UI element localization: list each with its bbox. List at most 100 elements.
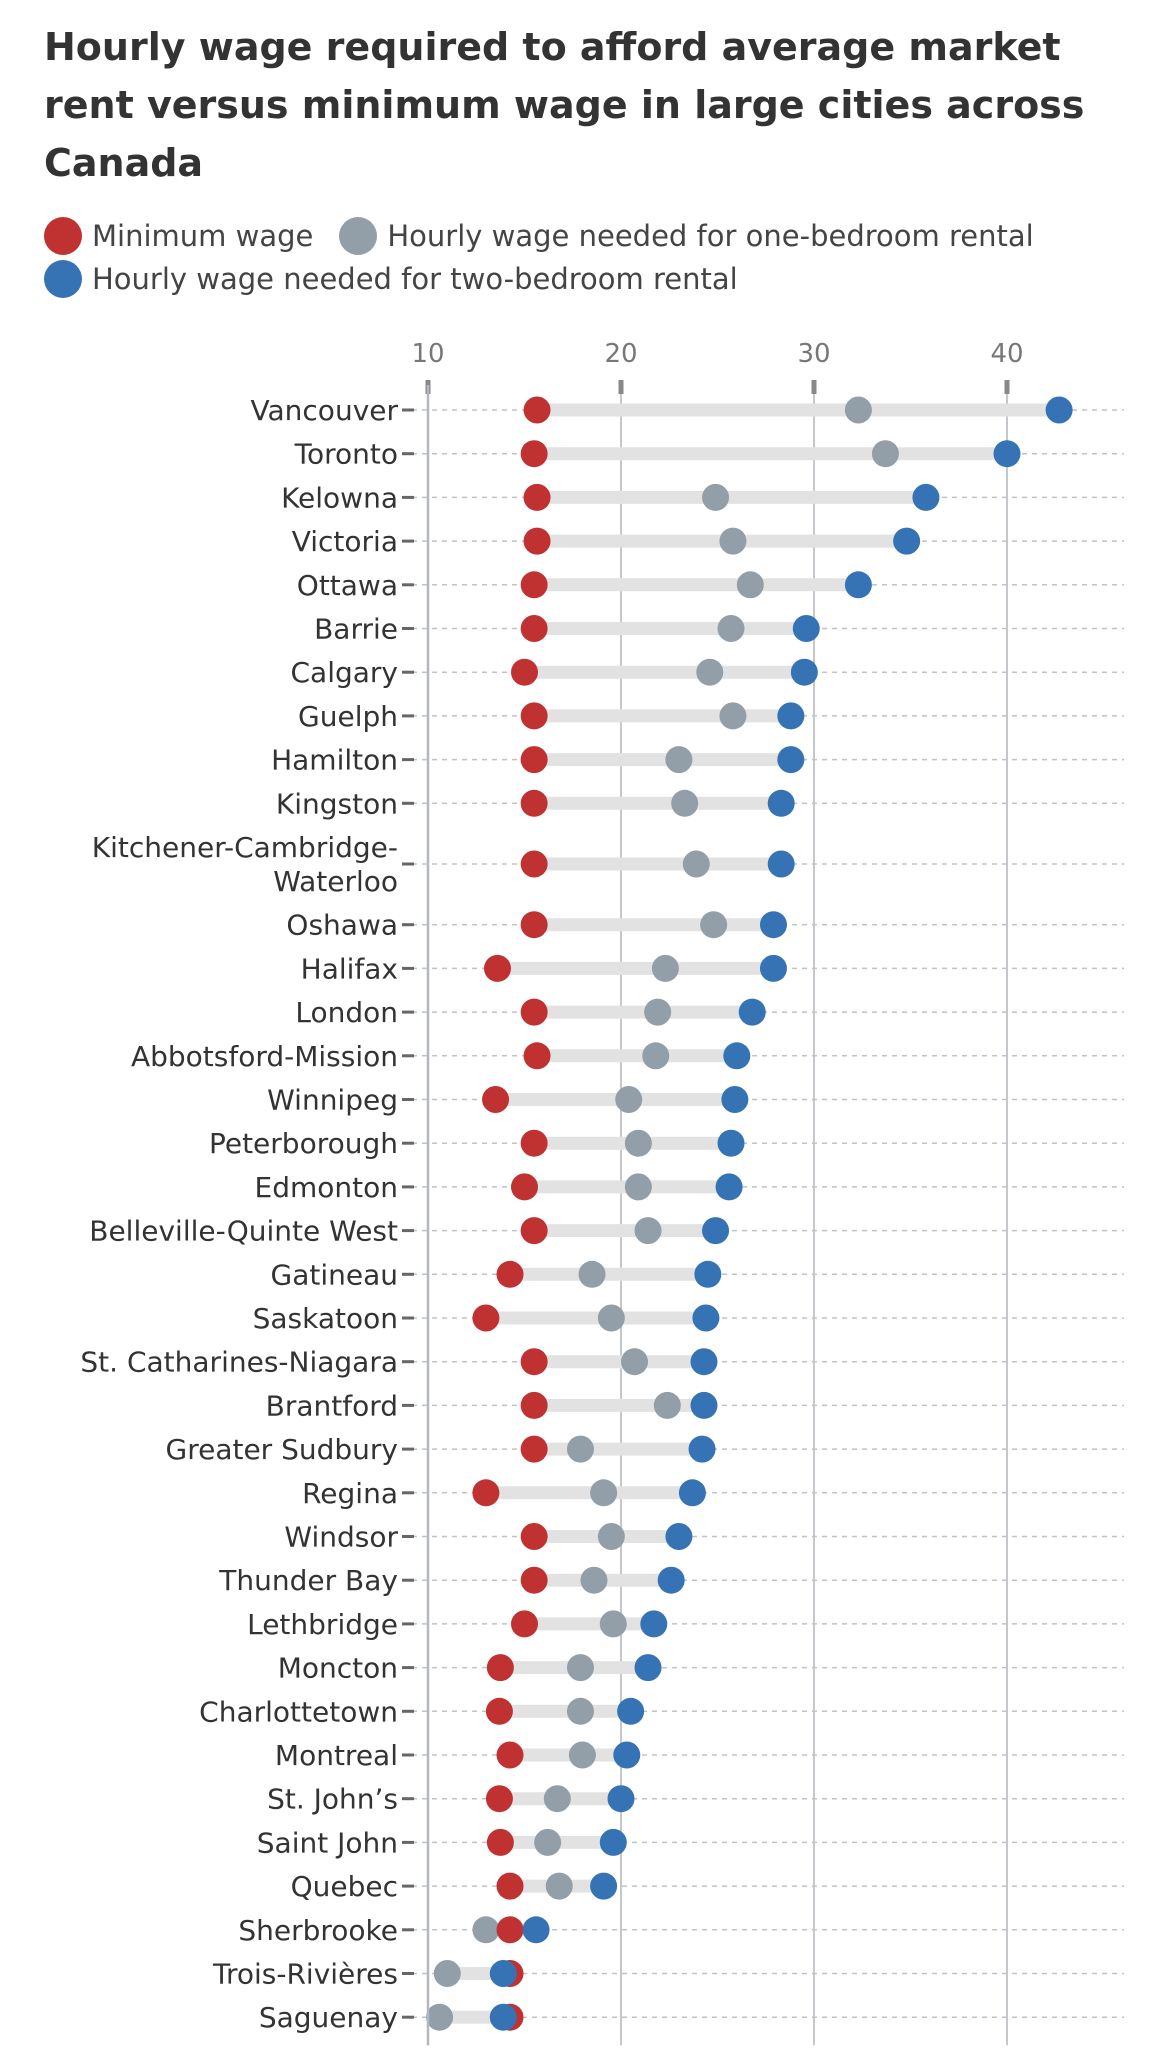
dot-one-bedroom-toronto xyxy=(871,440,899,468)
dot-two-bedroom-st-catharines-niagara xyxy=(690,1348,718,1376)
dot-one-bedroom-windsor xyxy=(597,1523,625,1550)
dot-one-bedroom-edmonton xyxy=(624,1173,652,1201)
dot-one-bedroom-saint-john xyxy=(534,1828,562,1856)
city-label-trois-rivi-res: Trois-Rivières xyxy=(212,1958,398,1991)
dot-minimum-wage-halifax xyxy=(483,954,511,982)
dot-two-bedroom-trois-rivi-res xyxy=(489,1960,517,1987)
city-label-st-catharines-niagara: St. Catharines-Niagara xyxy=(80,1346,398,1379)
dot-minimum-wage-toronto xyxy=(520,440,548,468)
dot-two-bedroom-thunder-bay xyxy=(657,1566,685,1594)
dot-minimum-wage-edmonton xyxy=(511,1173,538,1201)
legend-marker-one-bedroom xyxy=(339,216,378,255)
dot-two-bedroom-halifax xyxy=(759,954,787,982)
dot-one-bedroom-trois-rivi-res xyxy=(433,1960,461,1987)
city-label-saint-john: Saint John xyxy=(257,1826,398,1859)
legend-label-minimum-wage: Minimum wage xyxy=(92,218,314,253)
legend-item-minimum-wage: Minimum wage xyxy=(44,216,314,255)
dot-two-bedroom-oshawa xyxy=(759,911,787,939)
dot-minimum-wage-london xyxy=(520,998,548,1026)
city-label-greater-sudbury: Greater Sudbury xyxy=(166,1433,399,1466)
dot-one-bedroom-halifax xyxy=(651,954,679,982)
dot-minimum-wage-st-john-s xyxy=(485,1785,513,1813)
tick-mark-40 xyxy=(1004,380,1010,394)
dot-one-bedroom-sherbrooke xyxy=(472,1916,500,1944)
city-label-london: London xyxy=(295,996,398,1029)
city-label-halifax: Halifax xyxy=(301,952,398,985)
x-tick-label-30: 30 xyxy=(797,339,830,369)
dot-one-bedroom-peterborough xyxy=(624,1129,652,1157)
dot-two-bedroom-guelph xyxy=(777,702,805,730)
dot-minimum-wage-ottawa xyxy=(520,571,548,599)
dot-minimum-wage-guelph xyxy=(520,702,548,730)
dot-two-bedroom-quebec xyxy=(590,1872,618,1900)
dot-minimum-wage-abbotsford-mission xyxy=(523,1042,551,1070)
dot-minimum-wage-saint-john xyxy=(486,1828,514,1856)
dot-two-bedroom-kitchener-cambridge-waterloo xyxy=(767,850,795,878)
dot-one-bedroom-gatineau xyxy=(578,1260,606,1288)
city-label-saskatoon: Saskatoon xyxy=(253,1302,398,1335)
dot-one-bedroom-quebec xyxy=(545,1872,573,1900)
tick-mark-30 xyxy=(811,380,817,394)
dot-minimum-wage-montreal xyxy=(496,1741,524,1769)
dot-minimum-wage-winnipeg xyxy=(482,1086,510,1113)
dot-one-bedroom-regina xyxy=(590,1479,618,1507)
dot-minimum-wage-gatineau xyxy=(496,1260,524,1288)
dot-two-bedroom-victoria xyxy=(893,527,921,555)
dot-one-bedroom-winnipeg xyxy=(615,1086,643,1113)
city-label-vancouver: Vancouver xyxy=(251,394,399,427)
dot-one-bedroom-moncton xyxy=(566,1654,594,1682)
city-label-brantford: Brantford xyxy=(266,1389,398,1422)
dot-two-bedroom-lethbridge xyxy=(640,1610,668,1638)
dot-minimum-wage-lethbridge xyxy=(511,1610,538,1638)
chart-title: Hourly wage required to afford average m… xyxy=(44,25,1085,185)
dot-one-bedroom-barrie xyxy=(717,615,745,642)
dot-two-bedroom-kelowna xyxy=(912,483,940,511)
dot-two-bedroom-saint-john xyxy=(599,1828,627,1856)
dot-two-bedroom-abbotsford-mission xyxy=(723,1042,751,1070)
dot-minimum-wage-hamilton xyxy=(520,746,548,774)
x-tick-label-20: 20 xyxy=(604,339,637,369)
dot-two-bedroom-windsor xyxy=(665,1523,693,1550)
dot-two-bedroom-saguenay xyxy=(489,2003,517,2031)
dot-one-bedroom-victoria xyxy=(719,527,747,555)
legend-label-one-bedroom: Hourly wage needed for one-bedroom renta… xyxy=(387,218,1034,253)
dot-two-bedroom-hamilton xyxy=(777,746,805,774)
dot-two-bedroom-vancouver xyxy=(1045,396,1073,424)
city-label-lethbridge: Lethbridge xyxy=(247,1608,398,1641)
dot-minimum-wage-st-catharines-niagara xyxy=(520,1348,548,1376)
dot-one-bedroom-calgary xyxy=(696,658,724,686)
city-label-gatineau: Gatineau xyxy=(271,1258,399,1291)
dot-minimum-wage-kelowna xyxy=(523,483,551,511)
city-label-charlottetown: Charlottetown xyxy=(199,1695,398,1728)
city-label-oshawa: Oshawa xyxy=(286,909,398,942)
dot-one-bedroom-st-catharines-niagara xyxy=(621,1348,649,1376)
dot-minimum-wage-brantford xyxy=(520,1391,548,1419)
dot-minimum-wage-calgary xyxy=(511,658,538,686)
dot-two-bedroom-sherbrooke xyxy=(522,1916,550,1944)
dot-two-bedroom-calgary xyxy=(790,658,818,686)
dot-one-bedroom-guelph xyxy=(719,702,747,730)
x-tick-label-10: 10 xyxy=(411,339,444,369)
city-label-kingston: Kingston xyxy=(276,787,398,820)
dot-one-bedroom-saskatoon xyxy=(597,1304,625,1332)
dot-minimum-wage-kingston xyxy=(520,789,548,817)
city-label-quebec: Quebec xyxy=(291,1870,398,1903)
dot-minimum-wage-thunder-bay xyxy=(520,1566,548,1594)
dot-two-bedroom-kingston xyxy=(767,789,795,817)
dot-one-bedroom-thunder-bay xyxy=(580,1566,608,1594)
dot-two-bedroom-winnipeg xyxy=(721,1086,749,1113)
legend-item-one-bedroom: Hourly wage needed for one-bedroom renta… xyxy=(339,216,1034,255)
dot-minimum-wage-charlottetown xyxy=(485,1697,513,1725)
dot-two-bedroom-st-john-s xyxy=(607,1785,635,1813)
dot-minimum-wage-sherbrooke xyxy=(496,1916,524,1944)
dot-minimum-wage-vancouver xyxy=(523,396,551,424)
dot-minimum-wage-moncton xyxy=(486,1654,514,1682)
dot-two-bedroom-ottawa xyxy=(844,571,872,599)
dot-minimum-wage-peterborough xyxy=(520,1129,548,1157)
city-label-winnipeg: Winnipeg xyxy=(267,1084,398,1117)
dot-two-bedroom-toronto xyxy=(993,440,1021,468)
dot-two-bedroom-barrie xyxy=(792,615,820,642)
dot-two-bedroom-montreal xyxy=(613,1741,641,1769)
dot-one-bedroom-st-john-s xyxy=(543,1785,571,1813)
dot-one-bedroom-belleville-quinte-west xyxy=(634,1217,662,1245)
